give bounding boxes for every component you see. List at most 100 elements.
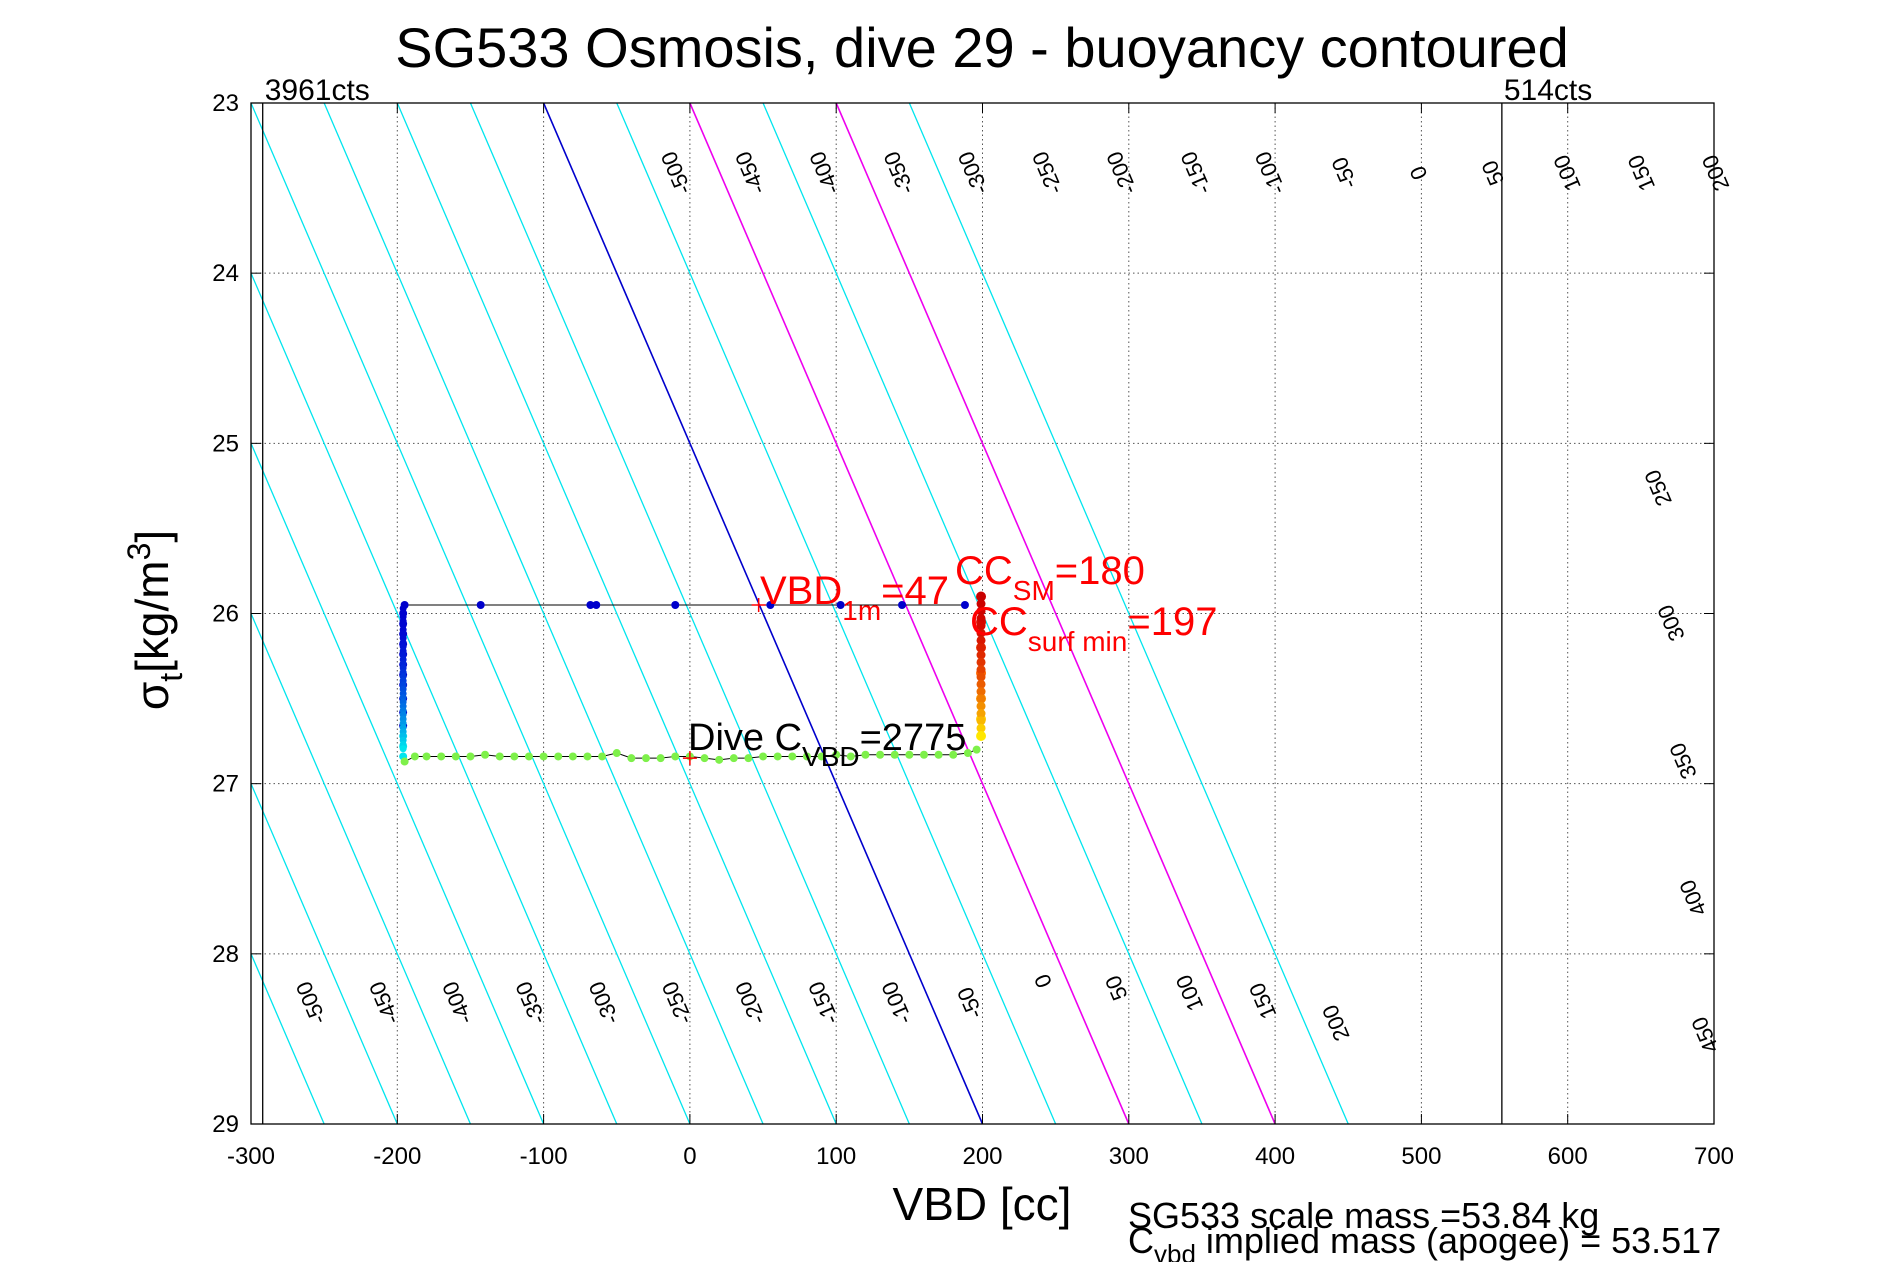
vbd-limits: 3961cts 514cts <box>262 74 1592 1124</box>
contour-line <box>542 103 984 1124</box>
x-tick-label: 500 <box>1401 1143 1441 1170</box>
surface-point-fill <box>976 716 986 726</box>
climb-point <box>671 752 680 761</box>
footer-scale-mass: SG533 scale mass =53.84 kg <box>1128 1195 1599 1236</box>
surface-point-fill <box>976 672 986 682</box>
x-tick-label: 200 <box>962 1143 1002 1170</box>
descent-point <box>592 600 601 609</box>
contour-line <box>616 103 1057 1124</box>
x-tick-label: -200 <box>373 1143 421 1170</box>
climb-point <box>729 754 738 763</box>
surface-point-fill <box>976 621 986 631</box>
descent-point <box>586 600 595 609</box>
climb-point <box>539 752 548 761</box>
climb-point <box>715 755 724 764</box>
contour-line <box>396 103 837 1124</box>
x-tick-label: 300 <box>1109 1143 1149 1170</box>
annotation-cc-surf-min: CCsurf min=197 <box>970 600 1217 657</box>
climb-point <box>934 750 943 759</box>
contour-line <box>689 103 1130 1124</box>
surface-point-fill <box>976 643 986 653</box>
contour-line <box>251 441 545 1124</box>
y-tick-label: 29 <box>212 1111 239 1138</box>
data-series <box>399 591 987 766</box>
x-tick-label: 400 <box>1255 1143 1295 1170</box>
climb-point <box>700 754 709 763</box>
climb-point <box>905 750 914 759</box>
y-tick-label: 23 <box>212 90 239 117</box>
climb-point <box>422 752 431 761</box>
contour-line <box>908 103 1349 1124</box>
surface-point-fill <box>976 591 986 601</box>
y-tick-label: 26 <box>212 601 239 628</box>
climb-point <box>861 750 870 759</box>
climb-point <box>612 749 621 758</box>
climb-point <box>972 745 981 754</box>
surface-point-fill <box>976 613 986 623</box>
surface-point-fill <box>976 701 986 711</box>
surface-point-fill <box>976 694 986 704</box>
climb-point <box>744 754 753 763</box>
x-tick-label: -100 <box>520 1143 568 1170</box>
climb-point <box>583 752 592 761</box>
climb-point <box>495 752 504 761</box>
y-axis-label: σt[kg/m3] <box>121 530 189 710</box>
y-tick-label: 24 <box>212 260 239 287</box>
surface-point-fill <box>976 599 986 609</box>
climb-point <box>627 754 636 763</box>
climb-point <box>890 750 899 759</box>
x-axis-label: VBD [cc] <box>893 1178 1072 1230</box>
climb-point <box>876 750 885 759</box>
vbd-limit-left-label: 3961cts <box>265 74 370 107</box>
contour-line <box>0 103 32 1124</box>
y-tick-label: 25 <box>212 430 239 457</box>
climb-point <box>846 752 855 761</box>
y-axis-label-unit: [kg/m <box>126 560 178 672</box>
descent-point <box>766 600 775 609</box>
contour-line <box>251 782 398 1124</box>
climb-point <box>466 752 475 761</box>
climb-point <box>949 750 958 759</box>
surface-point-fill <box>976 679 986 689</box>
climb-point <box>773 752 782 761</box>
contour-line <box>469 103 910 1124</box>
descent-point <box>671 600 680 609</box>
x-tick-label: 0 <box>683 1143 696 1170</box>
climb-point <box>832 750 841 759</box>
x-tick-label: 700 <box>1694 1143 1734 1170</box>
climb-point <box>656 754 665 763</box>
climb-point <box>481 750 490 759</box>
climb-point <box>400 757 409 766</box>
x-axis-ticks: -300 -200 -100 0 100 200 300 400 500 600 700 <box>227 103 1734 1170</box>
climb-point <box>919 750 928 759</box>
y-axis-label-sup: 3 <box>121 543 157 561</box>
climb-point <box>963 749 972 758</box>
y-axis-label-sub: t <box>153 673 189 682</box>
descent-point-fill <box>399 745 407 753</box>
y-axis-label-sigma: σ <box>126 682 178 710</box>
contour-line <box>323 103 764 1124</box>
y-tick-label: 28 <box>212 941 239 968</box>
annotation-texts: VBD1m=47 CCSM=180 CCsurf min=197 Dive CV… <box>688 549 1217 772</box>
descent-point <box>476 600 485 609</box>
footer-implied-mass: Cvbd implied mass (apogee) = 53.517 <box>1128 1220 1721 1262</box>
chart-title: SG533 Osmosis, dive 29 - buoyancy contou… <box>395 16 1569 79</box>
surface-point-fill <box>976 665 986 675</box>
surface-point-fill <box>976 731 986 741</box>
y-axis-ticks: 23 24 25 26 27 28 29 <box>212 90 1714 1138</box>
surface-point-fill <box>976 709 986 719</box>
climb-point <box>598 752 607 761</box>
x-tick-label: 100 <box>816 1143 856 1170</box>
annotation-cc-sm: CCSM=180 <box>955 549 1145 606</box>
climb-point <box>568 752 577 761</box>
annotation-vbd-1m: VBD1m=47 <box>760 569 949 626</box>
surface-point-fill <box>976 650 986 660</box>
climb-point <box>802 752 811 761</box>
climb-point <box>759 752 768 761</box>
descent-point <box>898 600 907 609</box>
climb-point <box>451 752 460 761</box>
surface-point-fill <box>976 628 986 638</box>
climb-point <box>437 752 446 761</box>
surface-point-fill <box>976 606 986 616</box>
